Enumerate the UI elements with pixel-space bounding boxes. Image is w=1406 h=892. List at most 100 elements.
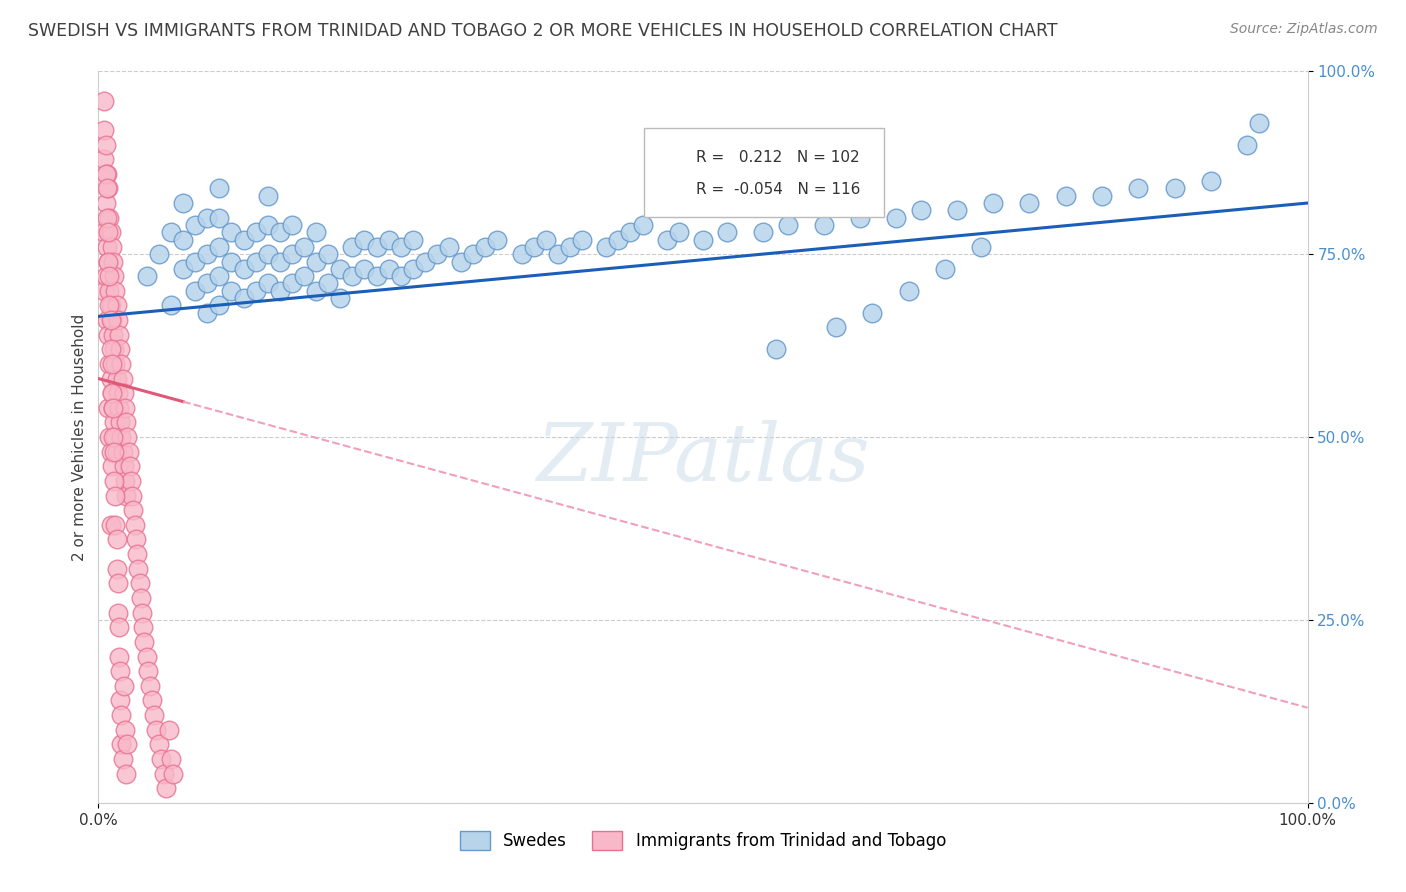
Point bbox=[114, 401, 136, 415]
Point bbox=[305, 225, 328, 239]
Point bbox=[107, 576, 129, 591]
Point bbox=[155, 781, 177, 796]
Point bbox=[547, 247, 569, 261]
Point bbox=[107, 386, 129, 401]
Point bbox=[100, 313, 122, 327]
Point bbox=[377, 233, 399, 247]
Point bbox=[108, 343, 131, 357]
Point bbox=[145, 723, 167, 737]
Point bbox=[946, 203, 969, 218]
Point bbox=[281, 218, 304, 232]
Point bbox=[148, 737, 170, 751]
Point bbox=[101, 430, 124, 444]
Point bbox=[195, 306, 218, 320]
Point bbox=[118, 444, 141, 458]
Point bbox=[607, 233, 630, 247]
Point bbox=[463, 247, 485, 261]
Point bbox=[108, 664, 131, 678]
Point bbox=[104, 357, 127, 371]
Point bbox=[221, 254, 243, 268]
Point bbox=[94, 167, 117, 181]
Point bbox=[134, 635, 156, 649]
Point bbox=[105, 444, 128, 458]
Point bbox=[172, 261, 194, 276]
Point bbox=[668, 225, 690, 239]
Point bbox=[208, 298, 231, 312]
Point bbox=[96, 167, 118, 181]
Point bbox=[377, 261, 399, 276]
Point bbox=[195, 247, 218, 261]
Point bbox=[825, 320, 848, 334]
Point bbox=[366, 269, 388, 284]
Point bbox=[107, 313, 129, 327]
Point bbox=[897, 284, 920, 298]
Point bbox=[112, 386, 135, 401]
Point bbox=[100, 459, 122, 474]
Point bbox=[93, 152, 115, 166]
Point bbox=[208, 269, 231, 284]
Point bbox=[100, 313, 122, 327]
Point bbox=[558, 240, 581, 254]
Point bbox=[195, 211, 218, 225]
Point bbox=[316, 277, 339, 291]
Point bbox=[292, 240, 315, 254]
Point bbox=[474, 240, 496, 254]
Point bbox=[135, 649, 157, 664]
Point bbox=[342, 269, 364, 284]
Point bbox=[232, 233, 254, 247]
Point bbox=[104, 517, 127, 532]
Point bbox=[103, 343, 125, 357]
Point bbox=[571, 233, 593, 247]
Point bbox=[93, 123, 115, 137]
Point bbox=[103, 269, 125, 284]
Point bbox=[342, 240, 364, 254]
Point bbox=[692, 233, 714, 247]
Point bbox=[232, 291, 254, 305]
Point bbox=[111, 444, 134, 458]
Point bbox=[96, 313, 118, 327]
Point bbox=[172, 233, 194, 247]
Point bbox=[1163, 181, 1185, 195]
Point bbox=[135, 269, 157, 284]
Point bbox=[98, 284, 121, 298]
Point bbox=[534, 233, 557, 247]
Point bbox=[107, 606, 129, 620]
Point bbox=[108, 649, 131, 664]
Point bbox=[100, 225, 122, 239]
Point bbox=[160, 225, 183, 239]
Point bbox=[100, 517, 122, 532]
Point bbox=[292, 269, 315, 284]
Point bbox=[112, 459, 135, 474]
Point bbox=[110, 430, 132, 444]
Point bbox=[256, 247, 278, 261]
Point bbox=[510, 247, 533, 261]
Point bbox=[281, 247, 304, 261]
Point bbox=[221, 225, 243, 239]
Point bbox=[245, 284, 267, 298]
Point bbox=[437, 240, 460, 254]
Point bbox=[127, 562, 149, 576]
Point bbox=[184, 284, 207, 298]
Point bbox=[148, 247, 170, 261]
Y-axis label: 2 or more Vehicles in Household: 2 or more Vehicles in Household bbox=[72, 313, 87, 561]
Point bbox=[111, 371, 134, 385]
Point bbox=[886, 211, 908, 225]
Text: Source: ZipAtlas.com: Source: ZipAtlas.com bbox=[1230, 22, 1378, 37]
Point bbox=[162, 766, 184, 780]
Point bbox=[1199, 174, 1222, 188]
Point bbox=[128, 576, 150, 591]
Point bbox=[104, 489, 127, 503]
Point bbox=[98, 430, 121, 444]
Point bbox=[402, 261, 425, 276]
Point bbox=[110, 357, 132, 371]
Point bbox=[232, 261, 254, 276]
Point bbox=[716, 225, 738, 239]
Point bbox=[281, 277, 304, 291]
Point bbox=[100, 357, 122, 371]
Point bbox=[112, 679, 135, 693]
Point bbox=[765, 343, 787, 357]
Point bbox=[1249, 115, 1271, 129]
Point bbox=[100, 343, 122, 357]
Text: SWEDISH VS IMMIGRANTS FROM TRINIDAD AND TOBAGO 2 OR MORE VEHICLES IN HOUSEHOLD C: SWEDISH VS IMMIGRANTS FROM TRINIDAD AND … bbox=[28, 22, 1057, 40]
Point bbox=[117, 737, 139, 751]
